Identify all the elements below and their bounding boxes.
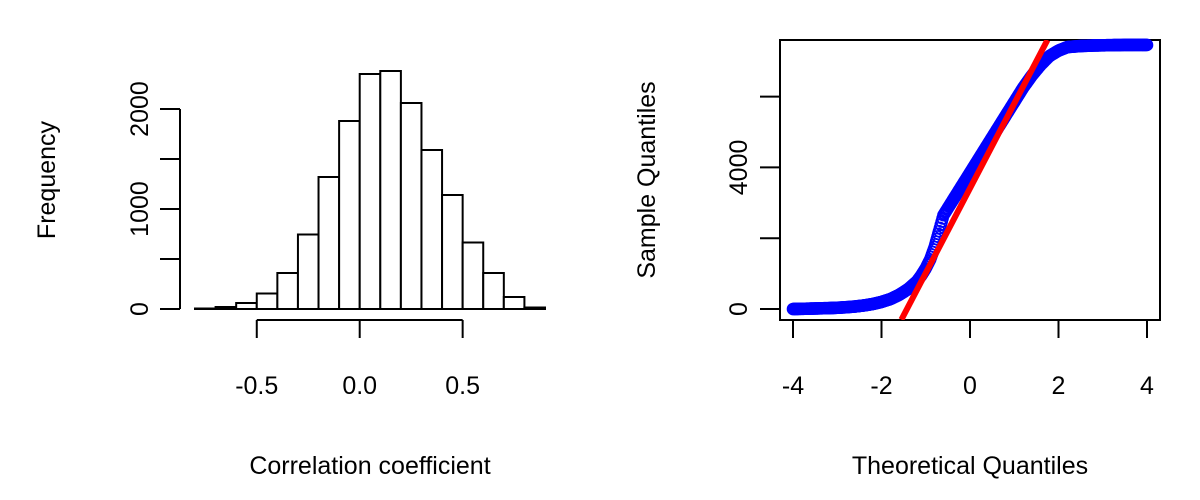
- qq-x-axis: -4 -2 0 2 4: [782, 320, 1154, 400]
- histogram-bar: [214, 306, 238, 310]
- histogram-panel: 0 1000 2000 -0.5 0.0 0.5 Correlation coeffic…: [33, 70, 546, 480]
- qq-reference-line-group: [898, 40, 1051, 320]
- histogram-bar: [338, 120, 361, 310]
- histogram-bar: [317, 176, 341, 310]
- histogram-bar: [399, 102, 423, 310]
- histogram-x-tick-label: 0.0: [342, 372, 377, 400]
- histogram-bar: [379, 70, 402, 310]
- histogram-bar: [276, 272, 299, 310]
- histogram-bar: [502, 296, 526, 310]
- qq-x-tick-label: 4: [1140, 372, 1154, 400]
- histogram-bar: [523, 306, 546, 310]
- qq-plot-panel: 0 4000 -4 -2 0 2 4 Theoretical Quantiles Samp…: [633, 38, 1161, 480]
- qq-x-tick-label: 2: [1052, 372, 1066, 400]
- histogram-bar: [482, 272, 505, 310]
- histogram-bar: [255, 292, 279, 310]
- qq-y-tick-label: 0: [725, 302, 753, 316]
- histogram-x-axis: -0.5 0.0 0.5: [235, 319, 480, 400]
- qq-sample-points: [786, 38, 1154, 316]
- qq-x-tick-label: -4: [782, 372, 804, 400]
- histogram-bar: [420, 149, 444, 310]
- histogram-y-axis: 0 1000 2000: [126, 81, 181, 316]
- histogram-bar: [461, 241, 485, 310]
- qq-x-tick-label: 0: [963, 372, 977, 400]
- histogram-x-axis-label: Correlation coefficient: [249, 452, 490, 480]
- histogram-y-tick-label: 0: [126, 302, 154, 316]
- histogram-bar: [441, 194, 464, 310]
- histogram-bar: [194, 307, 217, 310]
- histogram-y-tick-label: 2000: [126, 81, 154, 137]
- qq-y-axis: 0 4000: [725, 95, 780, 316]
- histogram-y-axis-label: Frequency: [33, 120, 61, 239]
- qq-reference-line: [898, 40, 1051, 320]
- histogram-x-tick-label: -0.5: [235, 372, 278, 400]
- qq-x-axis-label: Theoretical Quantiles: [852, 452, 1088, 480]
- histogram-bar: [296, 233, 320, 310]
- qq-x-tick-label: -2: [870, 372, 892, 400]
- qq-y-axis-label: Sample Quantiles: [633, 81, 661, 278]
- histogram-x-tick-label: 0.5: [445, 372, 480, 400]
- qq-y-tick-label: 4000: [725, 140, 753, 196]
- histogram-bars: [194, 70, 546, 310]
- histogram-bar: [358, 73, 382, 310]
- histogram-y-tick-label: 1000: [126, 181, 154, 237]
- qq-sample-point: [1140, 38, 1154, 52]
- histogram-bar: [235, 302, 258, 310]
